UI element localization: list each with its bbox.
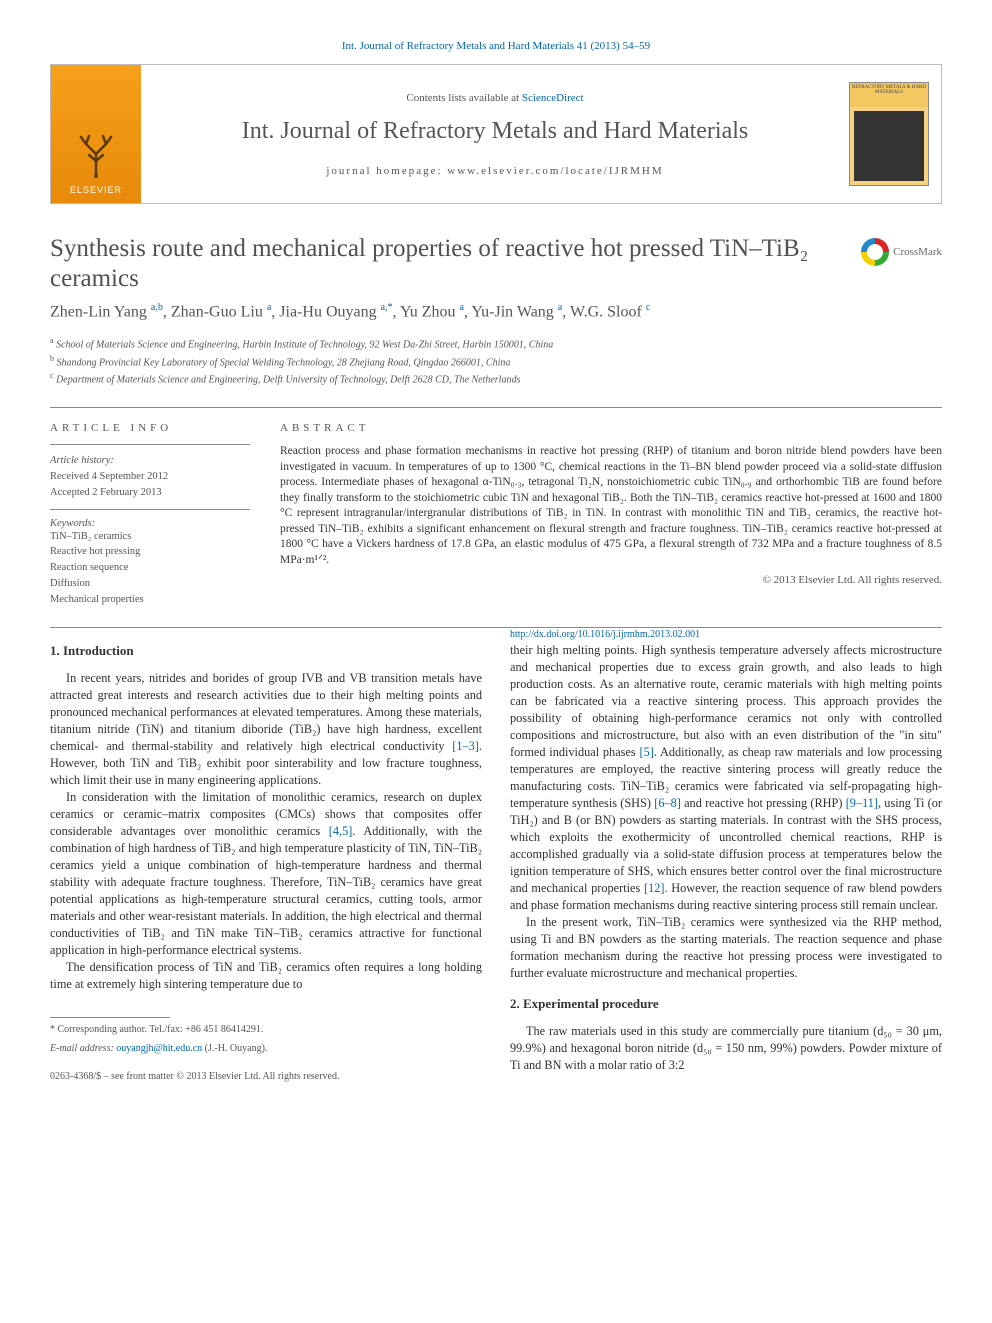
affiliations: a School of Materials Science and Engine… [50,335,942,387]
elsevier-text: ELSEVIER [70,185,122,195]
abstract-heading: ABSTRACT [280,422,942,434]
received-date: Received 4 September 2012 [50,469,250,485]
affiliation-line: a School of Materials Science and Engine… [50,335,942,352]
body-paragraph: In recent years, nitrides and borides of… [50,670,482,789]
tree-icon [71,129,121,179]
history-heading: Article history: [50,453,250,469]
journal-header: ELSEVIER Contents lists available at Sci… [50,64,942,204]
journal-cover-thumb: REFRACTORY METALS & HARD MATERIALS [849,82,929,186]
article-info-heading: ARTICLE INFO [50,422,250,434]
corresponding-author: * Corresponding author. Tel./fax: +86 45… [50,1023,482,1037]
affiliation-line: c Department of Materials Science and En… [50,370,942,387]
elsevier-logo: ELSEVIER [51,65,141,203]
divider [50,407,942,408]
email-link[interactable]: ouyangjh@hit.edu.cn [116,1043,202,1054]
article-info: ARTICLE INFO Article history: Received 4… [50,422,250,607]
abstract-text: Reaction process and phase formation mec… [280,444,942,568]
section-heading-intro: 1. Introduction [50,642,482,660]
doi-link[interactable]: http://dx.doi.org/10.1016/j.ijrmhm.2013.… [510,629,700,640]
citation-link[interactable]: [4,5] [329,824,353,838]
body-paragraph: In the present work, TiN–TiB₂ ceramics w… [510,914,942,982]
keyword-item: Diffusion [50,576,250,592]
accepted-date: Accepted 2 February 2013 [50,485,250,501]
keyword-item: Reactive hot pressing [50,544,250,560]
keyword-item: TiN–TiB₂ ceramics [50,529,250,545]
sciencedirect-link[interactable]: ScienceDirect [522,92,584,104]
body-paragraph: their high melting points. High synthesi… [510,642,942,914]
abstract-copyright: © 2013 Elsevier Ltd. All rights reserved… [280,574,942,586]
top-citation: Int. Journal of Refractory Metals and Ha… [50,40,942,52]
authors-line: Zhen-Lin Yang a,b, Zhan-Guo Liu a, Jia-H… [50,302,942,321]
issn-line: 0263-4368/$ – see front matter © 2013 El… [50,1070,339,1084]
contents-line: Contents lists available at ScienceDirec… [151,92,839,104]
keyword-item: Mechanical properties [50,592,250,608]
section-heading-experimental: 2. Experimental procedure [510,995,942,1013]
email-line: E-mail address: ouyangjh@hit.edu.cn (J.-… [50,1042,482,1056]
body-columns: 1. Introduction In recent years, nitride… [50,628,942,1083]
keywords-heading: Keywords: [50,518,250,529]
crossmark-label: CrossMark [893,246,942,258]
top-citation-link[interactable]: Int. Journal of Refractory Metals and Ha… [342,40,650,52]
citation-link[interactable]: [1–3] [452,739,479,753]
homepage-line: journal homepage: www.elsevier.com/locat… [151,165,839,177]
keyword-item: Reaction sequence [50,560,250,576]
citation-link[interactable]: [6–8] [654,796,681,810]
body-paragraph: In consideration with the limitation of … [50,789,482,959]
crossmark-icon [861,238,889,266]
crossmark-badge[interactable]: CrossMark [861,238,942,266]
article-title: Synthesis route and mechanical propertie… [50,234,849,294]
citation-link[interactable]: [12] [644,881,665,895]
affiliation-line: b Shandong Provincial Key Laboratory of … [50,353,942,370]
citation-link[interactable]: [5] [639,745,653,759]
citation-link[interactable]: [9–11] [846,796,878,810]
body-paragraph: The densification process of TiN and TiB… [50,959,482,993]
journal-name: Int. Journal of Refractory Metals and Ha… [151,118,839,145]
body-paragraph: The raw materials used in this study are… [510,1023,942,1074]
abstract: ABSTRACT Reaction process and phase form… [280,422,942,607]
